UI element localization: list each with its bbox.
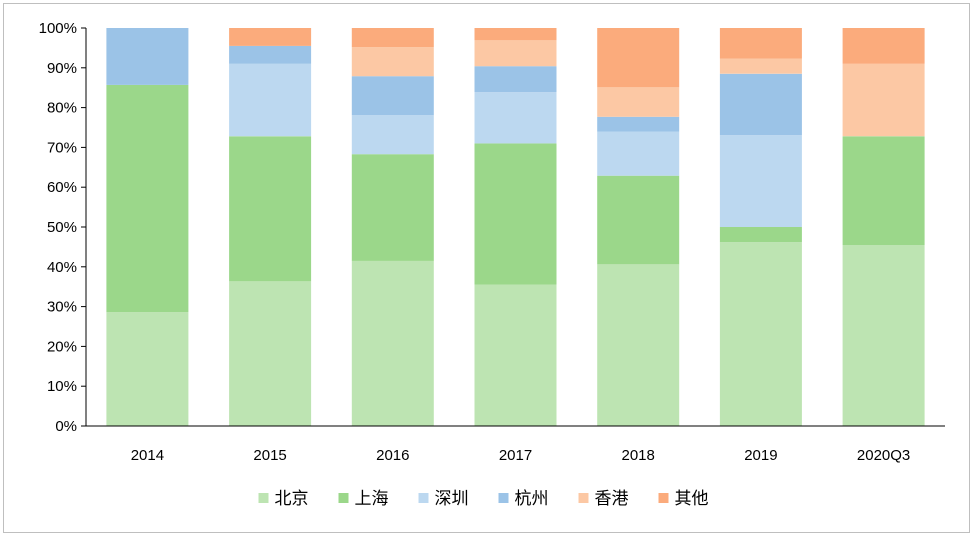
legend-swatch <box>418 493 429 503</box>
bar-segment-2016-4 <box>351 47 434 77</box>
bar-segment-2018-1 <box>597 175 680 265</box>
x-tick-label: 2019 <box>744 447 777 464</box>
legend-swatch <box>258 493 269 503</box>
legend-swatch <box>498 493 509 503</box>
bar-segment-2017-4 <box>474 40 557 67</box>
y-tick-label: 10% <box>47 378 77 395</box>
legend-swatch <box>658 493 669 503</box>
bar-segment-2015-3 <box>229 45 312 64</box>
legend-label: 杭州 <box>515 489 549 509</box>
bar-segment-2020Q3-5 <box>842 28 925 64</box>
bar-segment-2020Q3-0 <box>842 244 925 426</box>
y-tick-label: 90% <box>47 60 77 77</box>
x-tick-label: 2020Q3 <box>857 447 910 464</box>
y-tick-label: 80% <box>47 100 77 117</box>
legend-label: 北京 <box>275 489 309 509</box>
bar-segment-2016-5 <box>351 28 434 48</box>
legend-item: 上海 <box>338 489 389 509</box>
y-axis: 0% 10% 20% 30% 40% 50% 60% 70% 80% 90% 100% <box>39 20 87 435</box>
bar-segment-2015-1 <box>229 136 312 282</box>
legend-item: 香港 <box>578 489 629 509</box>
y-tick-label: 100% <box>39 20 77 37</box>
bar-segment-2015-5 <box>229 28 312 46</box>
bar-segment-2020Q3-4 <box>842 63 925 137</box>
x-tick-label: 2018 <box>622 447 655 464</box>
bar-segment-2018-4 <box>597 87 680 117</box>
bar-segment-2018-3 <box>597 116 680 132</box>
y-tick-label: 0% <box>55 418 77 435</box>
legend-item: 深圳 <box>418 489 469 509</box>
y-tick-label: 70% <box>47 139 77 156</box>
y-tick-label: 50% <box>47 219 77 236</box>
bar-segment-2019-0 <box>719 242 802 426</box>
x-tick-label: 2014 <box>131 447 164 464</box>
bar-segment-2017-3 <box>474 66 557 93</box>
legend-swatch <box>578 493 589 503</box>
bar-segment-2017-2 <box>474 92 557 144</box>
bar-segment-2014-0 <box>106 312 189 426</box>
bar-segment-2016-1 <box>351 154 434 261</box>
x-tick-label: 2017 <box>499 447 532 464</box>
x-tick-label: 2016 <box>376 447 409 464</box>
bar-segment-2016-3 <box>351 76 434 116</box>
legend-label: 深圳 <box>435 489 469 509</box>
bar-segment-2016-0 <box>351 260 434 426</box>
y-tick-label: 20% <box>47 338 77 355</box>
bar-segment-2017-1 <box>474 143 557 285</box>
plot-area <box>106 28 925 426</box>
bar-segment-2019-1 <box>719 227 802 243</box>
legend-item: 杭州 <box>498 489 549 509</box>
legend-item: 其他 <box>658 489 709 509</box>
bar-segment-2019-2 <box>719 135 802 227</box>
bar-segment-2020Q3-1 <box>842 136 925 245</box>
bar-segment-2017-0 <box>474 284 557 426</box>
y-tick-label: 30% <box>47 299 77 316</box>
bar-segment-2019-5 <box>719 28 802 59</box>
legend-label: 其他 <box>675 489 709 509</box>
legend-swatch <box>338 493 349 503</box>
legend-label: 上海 <box>355 489 389 509</box>
bar-segment-2019-4 <box>719 58 802 74</box>
legend-label: 香港 <box>595 489 629 509</box>
bar-segment-2019-3 <box>719 73 802 136</box>
x-tick-label: 2015 <box>253 447 286 464</box>
legend: 北京 上海 深圳 杭州 香港 其他 <box>258 489 709 509</box>
legend-item: 北京 <box>258 489 309 509</box>
bar-segment-2018-0 <box>597 264 680 426</box>
bar-segment-2018-2 <box>597 131 680 176</box>
x-axis: 2014 2015 2016 2017 2018 2019 2020Q3 <box>86 425 945 464</box>
bar-segment-2018-5 <box>597 28 680 88</box>
bar-segment-2017-5 <box>474 28 557 41</box>
y-tick-label: 60% <box>47 179 77 196</box>
bar-segment-2015-2 <box>229 63 312 137</box>
bar-segment-2014-1 <box>106 84 189 313</box>
bar-segment-2016-2 <box>351 115 434 155</box>
bar-segment-2015-0 <box>229 281 312 426</box>
y-tick-label: 40% <box>47 259 77 276</box>
bar-segment-2014-3 <box>106 28 189 85</box>
